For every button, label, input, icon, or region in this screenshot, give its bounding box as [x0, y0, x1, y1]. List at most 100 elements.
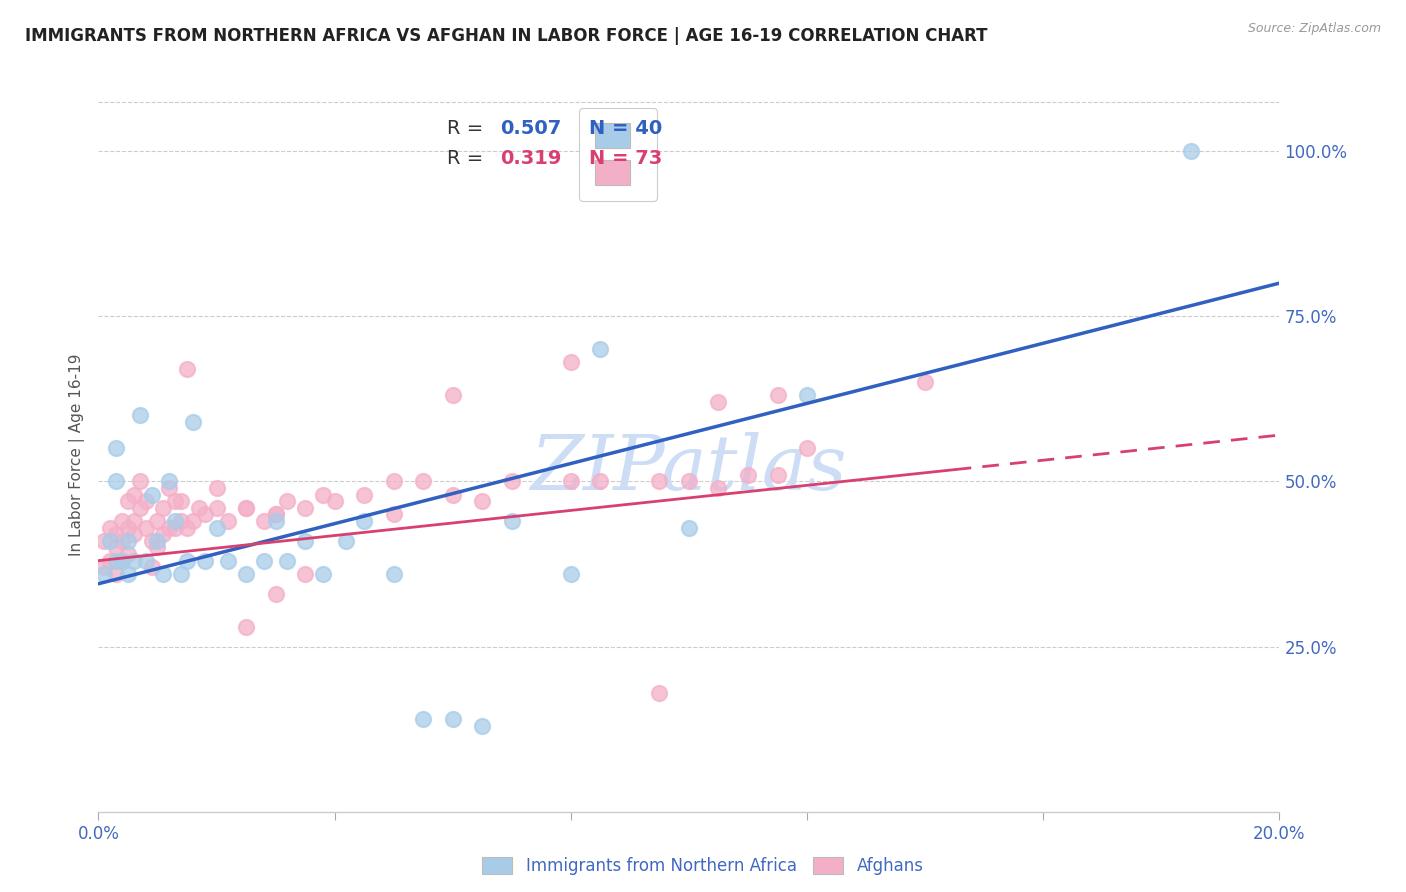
Point — [205, 520, 228, 534]
Point — [157, 475, 180, 489]
Point — [165, 514, 187, 528]
Point — [165, 520, 187, 534]
Point — [253, 554, 276, 568]
Point — [707, 395, 730, 409]
Point — [205, 500, 228, 515]
Text: N = 40: N = 40 — [589, 120, 662, 138]
Point — [105, 566, 128, 581]
Point — [264, 508, 287, 522]
Point — [312, 566, 335, 581]
Text: N = 73: N = 73 — [589, 149, 662, 168]
Point — [105, 554, 128, 568]
Point — [501, 514, 523, 528]
Point — [335, 533, 357, 548]
Point — [152, 566, 174, 581]
Point — [93, 566, 115, 581]
Point — [312, 487, 335, 501]
Point — [135, 520, 157, 534]
Point — [648, 686, 671, 700]
Point — [412, 712, 434, 726]
Point — [146, 514, 169, 528]
Point — [98, 520, 121, 534]
Point — [152, 500, 174, 515]
Point — [235, 566, 257, 581]
Point — [187, 500, 209, 515]
Point — [176, 362, 198, 376]
Point — [441, 712, 464, 726]
Point — [157, 481, 180, 495]
Point — [382, 508, 405, 522]
Point — [253, 514, 276, 528]
Point — [128, 500, 150, 515]
Point — [135, 554, 157, 568]
Point — [122, 554, 145, 568]
Point — [441, 487, 464, 501]
Point — [560, 475, 582, 489]
Point — [122, 527, 145, 541]
Point — [93, 560, 115, 574]
Point — [589, 342, 612, 356]
Point — [98, 554, 121, 568]
Point — [170, 566, 193, 581]
Point — [217, 554, 239, 568]
Point — [170, 514, 193, 528]
Y-axis label: In Labor Force | Age 16-19: In Labor Force | Age 16-19 — [69, 353, 84, 557]
Point — [146, 541, 169, 555]
Point — [141, 560, 163, 574]
Text: Source: ZipAtlas.com: Source: ZipAtlas.com — [1247, 22, 1381, 36]
Point — [105, 475, 128, 489]
Point — [707, 481, 730, 495]
Point — [276, 494, 298, 508]
Point — [294, 566, 316, 581]
Point — [471, 719, 494, 733]
Point — [105, 442, 128, 456]
Point — [382, 475, 405, 489]
Point — [294, 533, 316, 548]
Point — [678, 520, 700, 534]
Point — [117, 566, 139, 581]
Point — [105, 541, 128, 555]
Point — [105, 527, 128, 541]
Point — [560, 355, 582, 369]
Text: IMMIGRANTS FROM NORTHERN AFRICA VS AFGHAN IN LABOR FORCE | AGE 16-19 CORRELATION: IMMIGRANTS FROM NORTHERN AFRICA VS AFGHA… — [25, 27, 988, 45]
Point — [111, 533, 134, 548]
Point — [235, 620, 257, 634]
Point — [471, 494, 494, 508]
Point — [165, 494, 187, 508]
Point — [146, 533, 169, 548]
Point — [914, 376, 936, 390]
Point — [117, 494, 139, 508]
Point — [796, 442, 818, 456]
Point — [441, 388, 464, 402]
Point — [194, 508, 217, 522]
Point — [157, 520, 180, 534]
Point — [678, 475, 700, 489]
Point — [412, 475, 434, 489]
Point — [766, 467, 789, 482]
Point — [353, 514, 375, 528]
Point — [170, 494, 193, 508]
Point — [111, 554, 134, 568]
Point — [128, 409, 150, 423]
Point — [737, 467, 759, 482]
Point — [117, 520, 139, 534]
Point — [152, 527, 174, 541]
Point — [141, 487, 163, 501]
Point — [766, 388, 789, 402]
Point — [589, 475, 612, 489]
Point — [323, 494, 346, 508]
Point — [501, 475, 523, 489]
Point — [205, 481, 228, 495]
Point — [117, 533, 139, 548]
Point — [122, 487, 145, 501]
Text: R =: R = — [447, 120, 489, 138]
Point — [264, 514, 287, 528]
Point — [98, 533, 121, 548]
Point — [235, 500, 257, 515]
Point — [194, 554, 217, 568]
Point — [181, 415, 204, 429]
Point — [117, 547, 139, 561]
Point — [111, 514, 134, 528]
Point — [294, 500, 316, 515]
Point — [382, 566, 405, 581]
